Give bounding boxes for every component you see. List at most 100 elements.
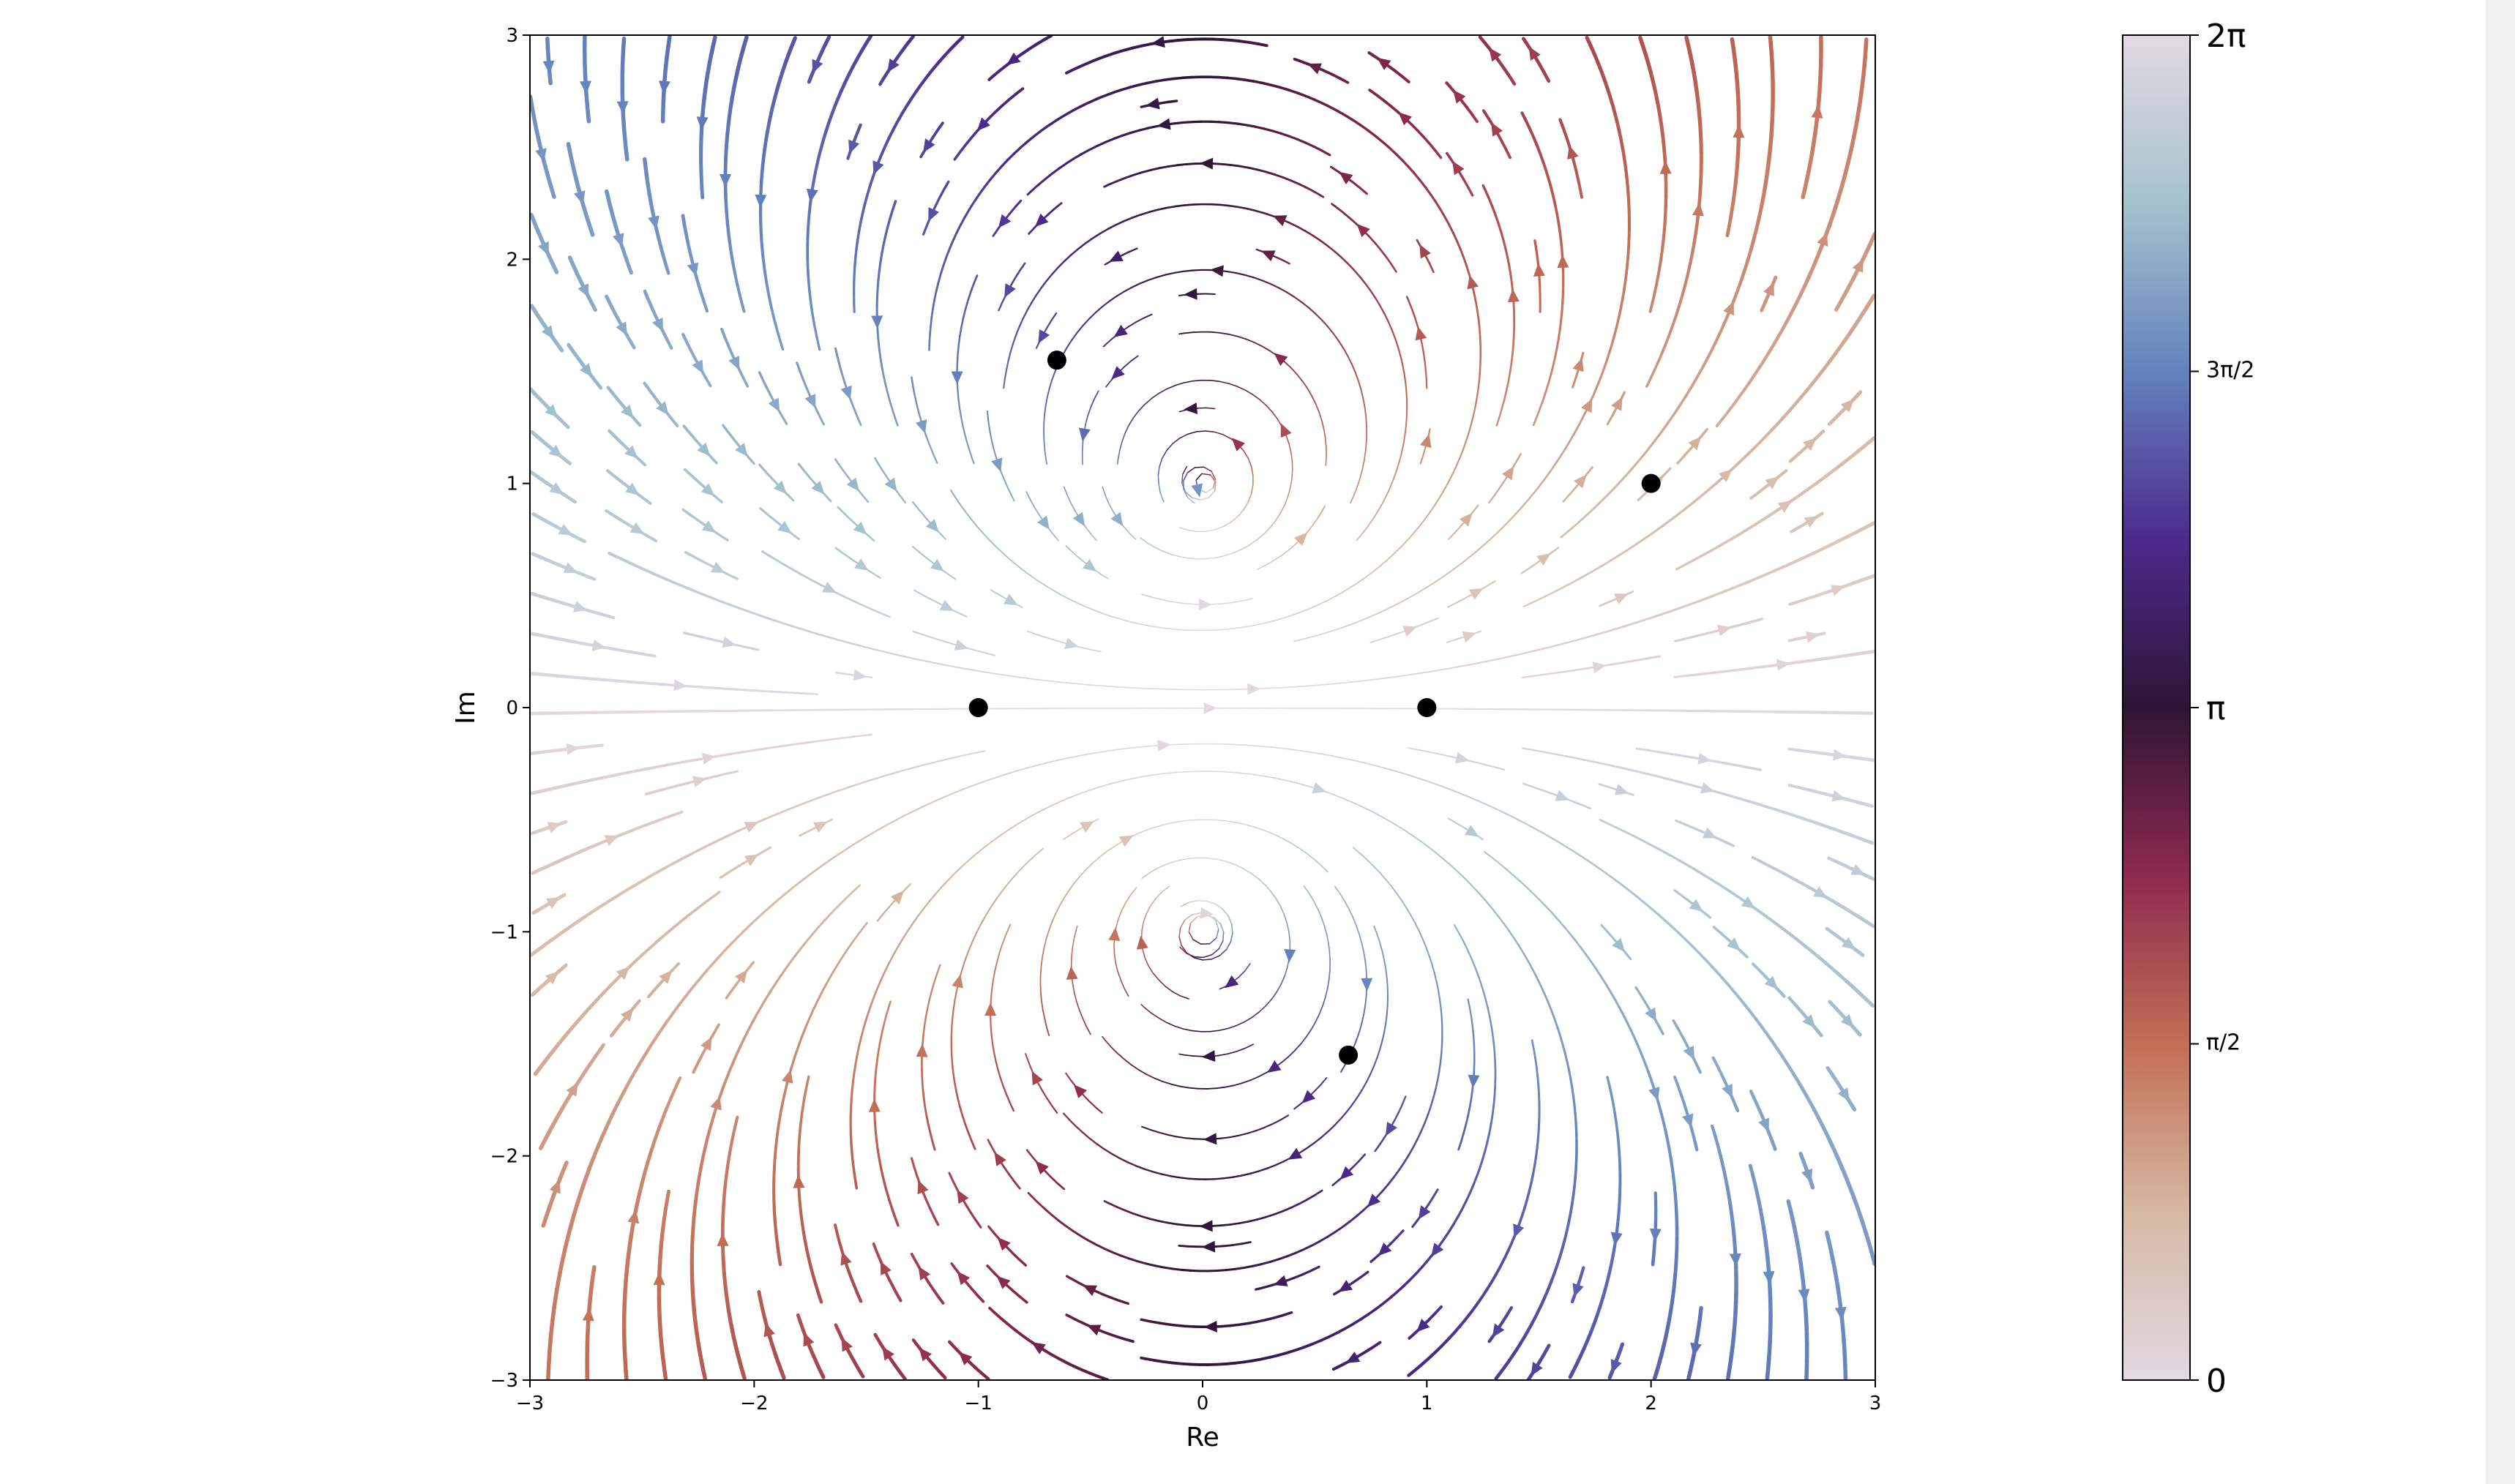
streamline-segment (885, 1005, 891, 1016)
streamline-segment (1195, 473, 1203, 481)
streamline (911, 376, 938, 464)
streamline-segment (1128, 247, 1138, 253)
streamline-segment (1197, 899, 1208, 902)
streamline-arrow (591, 640, 606, 651)
streamline-segment (1637, 896, 1646, 904)
streamline-segment (1517, 651, 1528, 656)
streamline-segment (764, 470, 773, 479)
streamline-segment (700, 686, 711, 689)
streamline-segment (641, 874, 652, 882)
streamline-segment (1188, 1087, 1199, 1090)
streamline-segment (952, 1071, 956, 1082)
streamline-segment (1478, 371, 1481, 383)
streamline-segment (1400, 75, 1410, 83)
streamline-segment (1082, 318, 1090, 327)
streamline-segment (1623, 885, 1632, 893)
streamline-segment (1448, 1222, 1455, 1233)
streamline-segment (1428, 263, 1435, 274)
streamline-segment (1078, 1009, 1083, 1019)
streamline-segment (735, 644, 747, 648)
streamline-segment (1045, 273, 1053, 282)
streamline-segment (1473, 661, 1484, 665)
streamline-segment (1396, 461, 1400, 471)
streamline-segment (875, 1137, 879, 1149)
streamline-segment (1539, 983, 1546, 994)
streamline-segment (967, 1131, 973, 1142)
streamline-segment (1322, 753, 1333, 757)
streamline (953, 87, 1025, 161)
streamline-segment (1363, 1346, 1375, 1354)
streamline (916, 964, 941, 1151)
streamline-arrow (1078, 427, 1091, 442)
streamline-segment (1472, 407, 1476, 418)
streamline-segment (1456, 664, 1467, 668)
streamline-segment (1143, 1168, 1154, 1173)
streamline-segment (700, 1046, 707, 1058)
streamline (1043, 265, 1368, 504)
streamline-arrow (1610, 1232, 1623, 1246)
streamline-segment (823, 977, 831, 988)
streamline-segment (1049, 529, 1056, 538)
streamline-segment (1367, 678, 1378, 681)
streamline-segment (857, 221, 862, 233)
streamline-segment (1421, 841, 1430, 848)
streamline-segment (1494, 1264, 1502, 1276)
streamline (1025, 1052, 1058, 1114)
streamline-segment (1414, 922, 1420, 932)
streamline-segment (804, 1079, 810, 1091)
streamline-segment (1076, 325, 1084, 334)
streamline-segment (719, 533, 729, 541)
streamline-segment (1301, 1269, 1312, 1276)
streamline-segment (1085, 415, 1089, 425)
streamline-segment (952, 232, 958, 243)
streamline-segment (924, 1007, 929, 1018)
streamline-segment (1438, 990, 1441, 1001)
streamline-segment (1760, 514, 1771, 522)
streamline-segment (810, 309, 815, 321)
streamline-segment (1468, 882, 1476, 891)
streamline-segment (1716, 882, 1727, 891)
streamline-segment (770, 812, 781, 818)
streamline-segment (912, 385, 916, 397)
streamline-segment (854, 781, 865, 787)
streamline-segment (1194, 466, 1205, 468)
streamline-segment (1305, 1028, 1312, 1038)
streamline-segment (1462, 256, 1468, 268)
streamline-segment (1265, 998, 1273, 1007)
streamline-segment (1574, 369, 1580, 381)
streamline-segment (1368, 89, 1379, 97)
streamline-segment (931, 300, 935, 311)
streamline-segment (895, 420, 899, 427)
streamline-segment (1148, 773, 1159, 776)
streamline-segment (1140, 1318, 1151, 1323)
streamline-segment (1557, 670, 1568, 674)
streamline-segment (1322, 69, 1334, 76)
streamline-segment (1427, 1105, 1432, 1116)
streamline-segment (1219, 923, 1225, 933)
streamline-segment (911, 376, 914, 388)
streamline-segment (1540, 831, 1550, 838)
streamline-segment (1443, 216, 1451, 227)
streamline-segment (1164, 861, 1175, 866)
streamline-segment (777, 559, 787, 567)
streamline-arrow (923, 138, 935, 153)
streamline-segment (1258, 1071, 1268, 1078)
streamline-segment (1372, 510, 1379, 520)
streamline-segment (993, 834, 1002, 842)
streamline (988, 1306, 1110, 1380)
streamline-segment (662, 1017, 671, 1028)
streamline-segment (1208, 937, 1217, 945)
streamline (616, 37, 629, 162)
streamline-segment (1088, 1371, 1101, 1379)
streamline-segment (853, 1062, 857, 1073)
streamline-segment (1352, 1275, 1362, 1284)
streamline-segment (812, 866, 822, 874)
streamline-segment (1127, 321, 1137, 328)
streamline-segment (1090, 684, 1101, 686)
streamline-arrow (1683, 1045, 1694, 1060)
streamline-arrow (868, 1098, 881, 1112)
streamline-arrow (1082, 558, 1097, 572)
streamline (1675, 819, 1735, 847)
streamline-segment (1053, 202, 1063, 210)
streamline-segment (1501, 811, 1511, 817)
